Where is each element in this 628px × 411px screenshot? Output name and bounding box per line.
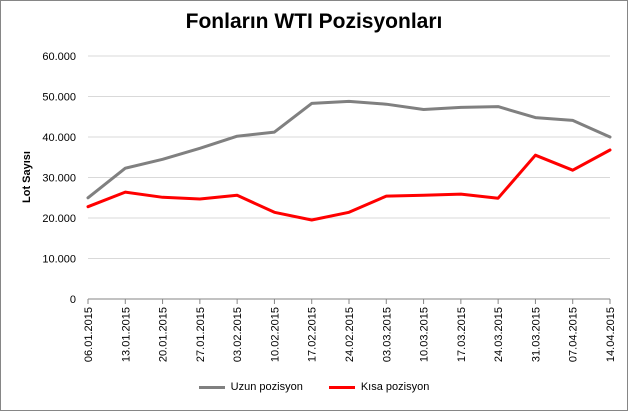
x-tick-label: 06.01.2015 [83, 307, 95, 362]
legend: Uzun pozisyon Kısa pozisyon [0, 381, 628, 393]
legend-label-short: Kısa pozisyon [360, 381, 430, 393]
x-tick-label: 31.03.2015 [530, 307, 542, 362]
x-tick-label: 20.01.2015 [158, 307, 170, 362]
x-tick-label: 10.03.2015 [419, 307, 431, 362]
chart-title: Fonların WTI Pozisyonları [185, 10, 443, 33]
x-tick-label: 14.04.2015 [605, 307, 617, 362]
legend-label-long: Uzun pozisyon [230, 381, 303, 393]
legend-swatch-short [328, 385, 355, 389]
series-line-long [86, 99, 612, 200]
legend-swatch-long [198, 385, 225, 389]
x-tick-label: 17.02.2015 [307, 307, 319, 362]
x-tick-label: 07.04.2015 [568, 307, 580, 362]
x-tick-label: 27.01.2015 [195, 307, 207, 362]
legend-item-short: Kısa pozisyon [328, 381, 430, 393]
legend-item-long: Uzun pozisyon [198, 381, 303, 393]
x-tick-label: 03.02.2015 [232, 307, 244, 362]
y-tick-label: 30.000 [42, 173, 76, 185]
x-tick-label: 10.02.2015 [269, 307, 281, 362]
y-tick-label: 0 [70, 294, 76, 306]
x-tick-label: 24.03.2015 [493, 307, 505, 362]
x-tick-label: 24.02.2015 [344, 307, 356, 362]
y-tick-label: 40.000 [42, 132, 76, 144]
x-tick-label: 03.03.2015 [381, 307, 393, 362]
y-tick-label: 10.000 [42, 254, 76, 266]
y-tick-label: 60.000 [42, 51, 76, 63]
x-tick-label: 13.01.2015 [120, 307, 132, 362]
y-tick-label: 50.000 [42, 92, 76, 104]
series-line-short [86, 148, 612, 222]
y-tick-label: 20.000 [42, 213, 76, 225]
x-tick-label: 17.03.2015 [456, 307, 468, 362]
